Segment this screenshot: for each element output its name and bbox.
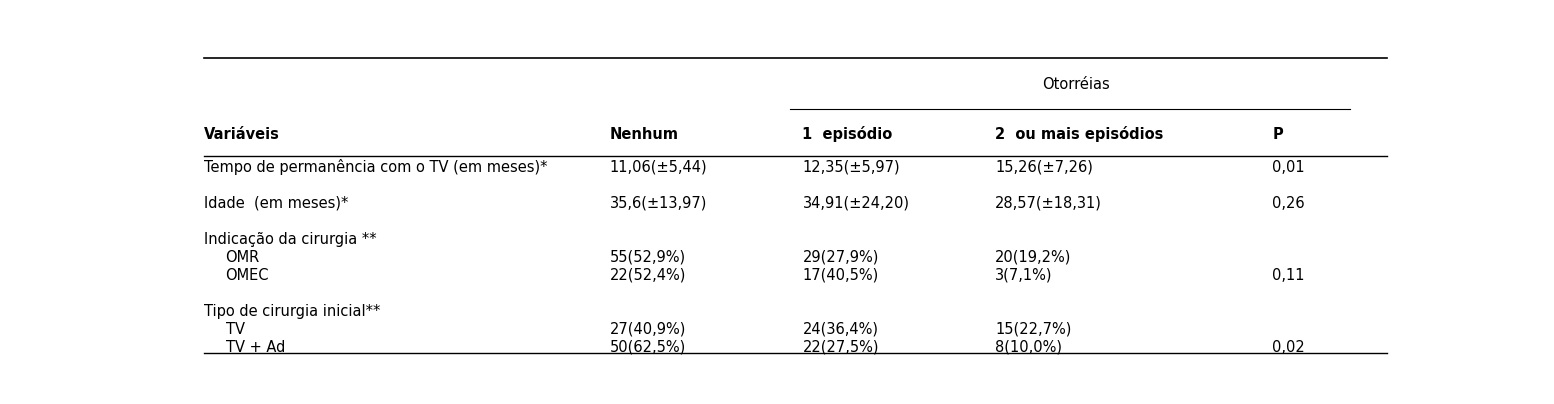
Text: Otorréias: Otorréias [1043,77,1110,92]
Text: P: P [1273,126,1284,141]
Text: Nenhum: Nenhum [609,126,679,141]
Text: 0,02: 0,02 [1273,339,1305,355]
Text: TV: TV [225,322,244,337]
Text: 35,6(±13,97): 35,6(±13,97) [609,196,707,211]
Text: 15(22,7%): 15(22,7%) [995,322,1072,337]
Text: Variáveis: Variáveis [204,126,280,141]
Text: 3(7,1%): 3(7,1%) [995,268,1052,283]
Text: 27(40,9%): 27(40,9%) [609,322,687,337]
Text: 11,06(±5,44): 11,06(±5,44) [609,160,707,175]
Text: 29(27,9%): 29(27,9%) [802,250,880,265]
Text: Tempo de permanência com o TV (em meses)*: Tempo de permanência com o TV (em meses)… [204,160,547,175]
Text: Indicação da cirurgia **: Indicação da cirurgia ** [204,232,376,247]
Text: 8(10,0%): 8(10,0%) [995,339,1061,355]
Text: 0,26: 0,26 [1273,196,1305,211]
Text: OMEC: OMEC [225,268,269,283]
Text: 0,11: 0,11 [1273,268,1305,283]
Text: Idade  (em meses)*: Idade (em meses)* [204,196,348,211]
Text: 1  episódio: 1 episódio [802,126,892,142]
Text: 24(36,4%): 24(36,4%) [802,322,878,337]
Text: 20(19,2%): 20(19,2%) [995,250,1072,265]
Text: 22(52,4%): 22(52,4%) [609,268,687,283]
Text: 15,26(±7,26): 15,26(±7,26) [995,160,1092,175]
Text: 34,91(±24,20): 34,91(±24,20) [802,196,909,211]
Text: 22(27,5%): 22(27,5%) [802,339,880,355]
Text: 55(52,9%): 55(52,9%) [609,250,685,265]
Text: Tipo de cirurgia inicial**: Tipo de cirurgia inicial** [204,304,381,319]
Text: 17(40,5%): 17(40,5%) [802,268,878,283]
Text: 12,35(±5,97): 12,35(±5,97) [802,160,900,175]
Text: OMR: OMR [225,250,260,265]
Text: 2  ou mais episódios: 2 ou mais episódios [995,126,1164,142]
Text: 0,01: 0,01 [1273,160,1305,175]
Text: 28,57(±18,31): 28,57(±18,31) [995,196,1102,211]
Text: TV + Ad: TV + Ad [225,339,284,355]
Text: 50(62,5%): 50(62,5%) [609,339,685,355]
